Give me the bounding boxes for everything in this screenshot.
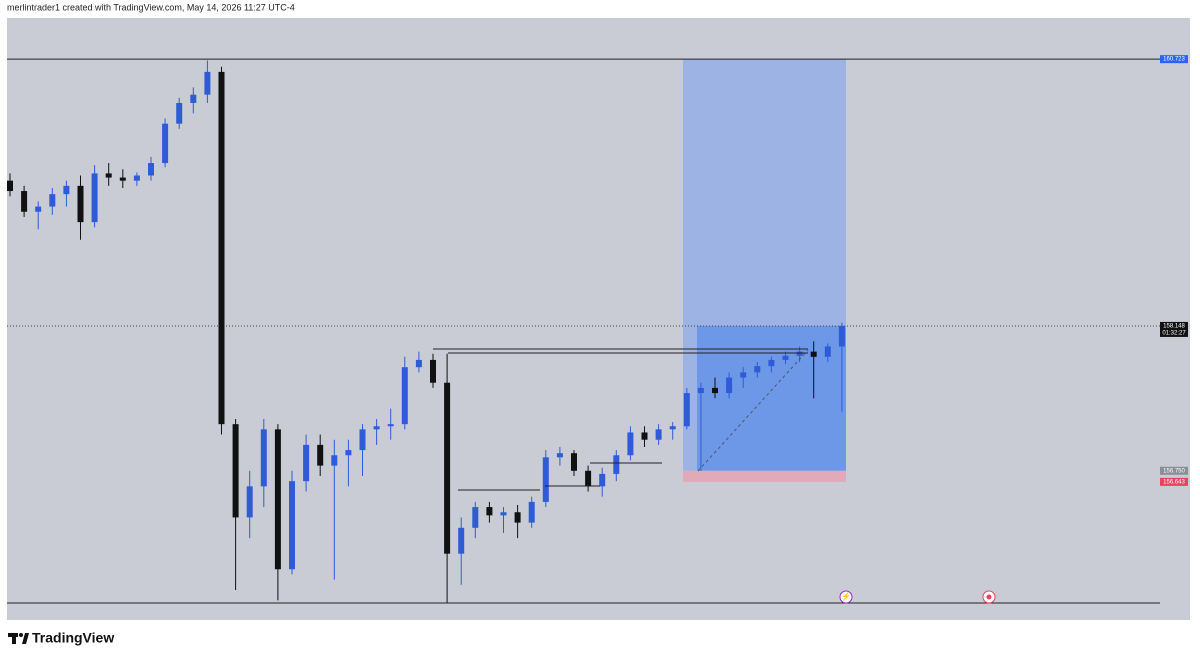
candle-body <box>246 486 253 518</box>
logo: TradingView <box>8 630 114 646</box>
candle-body <box>133 175 140 181</box>
candle-body <box>726 377 733 394</box>
profit-zone <box>697 325 846 471</box>
candle-body <box>754 366 761 373</box>
candle-body <box>571 453 577 471</box>
candle-body <box>514 512 521 523</box>
candle-body <box>810 351 817 357</box>
candle-body <box>641 432 648 440</box>
event-icon[interactable] <box>839 590 853 604</box>
candle-body <box>317 444 324 466</box>
price-label: 156.750 <box>1163 468 1185 474</box>
candle-body <box>401 367 408 425</box>
candle-body <box>486 507 493 516</box>
price-label-bg <box>1160 466 1188 475</box>
candle-body <box>331 455 338 466</box>
candle-body <box>444 382 451 554</box>
candle-body <box>204 71 211 95</box>
candle-body <box>500 512 507 516</box>
plot-area <box>7 18 1190 620</box>
candle-body <box>190 94 197 103</box>
candle-body <box>373 426 380 430</box>
candle-body <box>176 102 183 124</box>
candle-body <box>599 473 606 487</box>
candle-body <box>119 177 126 181</box>
candle-body <box>613 455 620 474</box>
candle-body <box>528 501 535 523</box>
candle-body <box>712 387 718 394</box>
candle-body <box>768 359 775 367</box>
logo-mark <box>12 633 16 644</box>
candle-body <box>260 429 267 487</box>
event-icon-glyph: ⚡ <box>841 591 851 601</box>
candle-body <box>218 71 225 425</box>
candle-body <box>627 432 634 456</box>
candle-body <box>387 424 394 427</box>
candle-body <box>274 429 281 570</box>
candle-body <box>91 173 98 223</box>
candle-body <box>585 470 592 487</box>
candle-body <box>655 429 662 440</box>
candle-body <box>63 185 70 195</box>
logo-mark <box>22 633 29 644</box>
candle-body <box>430 359 436 383</box>
price-label-bg <box>1160 55 1188 64</box>
logo-mark <box>19 633 23 637</box>
candle-body <box>556 453 563 458</box>
candle-body <box>697 387 704 394</box>
candle-body <box>824 346 831 357</box>
candle-body <box>289 481 295 570</box>
candle-body <box>683 393 690 427</box>
candle-body <box>49 194 56 207</box>
candle-body <box>838 325 845 347</box>
candle-body <box>7 180 13 192</box>
candle-body <box>782 355 789 360</box>
candle-body <box>77 185 84 223</box>
header-text: merlintrader1 created with TradingView.c… <box>7 2 295 12</box>
candle-body <box>148 163 154 176</box>
price-label-bg <box>1160 321 1188 337</box>
candle-body <box>21 191 28 212</box>
price-label: 156.643 <box>1163 479 1185 485</box>
candle-body <box>232 424 239 518</box>
candle-body <box>458 527 465 554</box>
price-label-bg <box>1160 477 1188 486</box>
candle-body <box>162 123 169 164</box>
logo-text: TradingView <box>32 630 114 646</box>
candle-body <box>105 173 112 178</box>
candle-body <box>415 359 422 368</box>
candle-body <box>472 507 479 528</box>
candle-body <box>669 426 676 430</box>
price-label: 158.148 <box>1163 324 1185 330</box>
stop-zone <box>683 470 846 482</box>
candle-body <box>740 372 747 378</box>
candle-body <box>542 457 549 502</box>
candle-body <box>345 450 352 456</box>
event-icon-dot <box>986 594 992 600</box>
candle-body <box>303 444 310 482</box>
countdown: 01:32:27 <box>1162 331 1186 337</box>
price-label: 160.723 <box>1163 57 1185 63</box>
candle-body <box>359 429 366 451</box>
candle-body <box>35 206 42 212</box>
candle-body <box>796 351 803 356</box>
